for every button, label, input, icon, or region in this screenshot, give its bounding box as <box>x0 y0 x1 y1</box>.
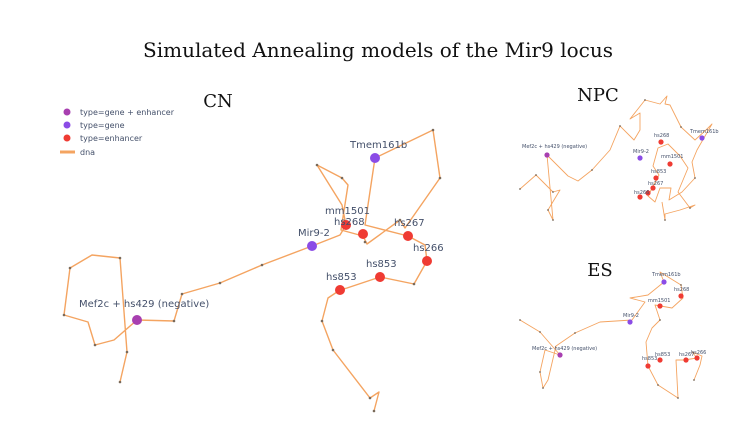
cn-node-hs853a <box>375 272 385 282</box>
es-beads <box>519 284 695 399</box>
legend-label-gene-enhancer: type=gene + enhancer <box>80 108 175 117</box>
legend-marker-enhancer <box>63 134 71 142</box>
es-node-hs266 <box>694 355 700 361</box>
es-label-hs853a: hs853 <box>642 356 657 362</box>
npc-node-mm1501 <box>667 161 673 167</box>
es-node-tmem <box>661 279 667 285</box>
es-node-hs268 <box>678 293 684 299</box>
legend-label-dna: dna <box>80 148 95 157</box>
cn-label-mef2c: Mef2c + hs429 (negative) <box>79 299 209 310</box>
es-node-mef2c <box>557 352 563 358</box>
cn-label-tmem: Tmem161b <box>349 140 407 151</box>
npc-label-mef2c: Mef2c + hs429 (negative) <box>522 144 587 150</box>
es-label-mef2c: Mef2c + hs429 (negative) <box>532 346 597 352</box>
panel-title-cn: CN <box>203 91 233 112</box>
cn-label-hs267: hs267 <box>394 218 425 229</box>
legend-marker-gene-enhancer <box>63 108 71 116</box>
es-label-mir9: Mir9-2 <box>623 313 639 319</box>
npc-label-mm1501: mm1501 <box>661 154 683 160</box>
npc-label-mir9: Mir9-2 <box>633 149 649 155</box>
npc-node-tmem <box>699 135 705 141</box>
legend-label-enhancer: type=enhancer <box>80 134 143 143</box>
npc-label-hs267: hs267 <box>648 181 663 187</box>
cn-label-mir9: Mir9-2 <box>298 228 330 239</box>
es-label-mm1501: mm1501 <box>648 298 670 304</box>
es-label-hs268: hs268 <box>674 287 689 293</box>
npc-beads <box>519 99 696 221</box>
npc-node-mef2c <box>544 152 550 158</box>
cn-node-hs266 <box>422 256 432 266</box>
cn-node-tmem <box>370 153 380 163</box>
npc-node-hs267 <box>650 185 656 191</box>
cn-label-hs268: hs268 <box>334 217 365 228</box>
es-model: Tmem161b hs268 mm1501 Mir9-2 Mef2c + hs4… <box>519 271 706 399</box>
legend-marker-gene <box>63 121 71 129</box>
cn-node-hs268 <box>358 229 368 239</box>
cn-label-hs853b: hs853 <box>326 272 357 283</box>
npc-node-mir9 <box>637 155 643 161</box>
es-label-hs853b: hs853 <box>655 352 670 358</box>
npc-label-tmem: Tmem161b <box>689 129 719 135</box>
cn-label-hs853a: hs853 <box>366 259 397 270</box>
npc-node-extra <box>645 190 651 196</box>
legend-label-gene: type=gene <box>80 121 125 130</box>
cn-node-hs853b <box>335 285 345 295</box>
es-label-hs266: hs266 <box>691 350 706 356</box>
es-node-hs267 <box>683 357 689 363</box>
npc-node-hs266 <box>637 194 643 200</box>
cn-beads <box>62 128 442 413</box>
npc-model: Mef2c + hs429 (negative) Mir9-2 Tmem161b… <box>519 95 719 221</box>
es-label-tmem: Tmem161b <box>651 272 681 278</box>
cn-node-hs267 <box>403 231 413 241</box>
npc-label-hs853: hs853 <box>651 169 666 175</box>
npc-label-hs266: hs266 <box>634 190 649 196</box>
panel-title-es: ES <box>587 260 612 281</box>
es-node-mir9 <box>627 319 633 325</box>
es-node-hs853b <box>657 357 663 363</box>
es-label-hs267: hs267 <box>679 352 694 358</box>
npc-node-hs268 <box>658 139 664 145</box>
es-node-mm1501 <box>657 303 663 309</box>
legend: type=gene + enhancer type=gene type=enha… <box>60 108 175 157</box>
panel-title-npc: NPC <box>577 85 619 106</box>
cn-node-mir9 <box>307 241 317 251</box>
cn-dna-chain <box>63 129 441 412</box>
cn-label-mm1501: mm1501 <box>325 206 370 217</box>
cn-node-mef2c <box>132 315 142 325</box>
npc-node-hs853 <box>653 175 659 181</box>
cn-model: Mef2c + hs429 (negative) Mir9-2 Tmem161b… <box>62 128 444 413</box>
npc-dna-chain <box>519 95 713 221</box>
cn-label-hs266: hs266 <box>413 243 444 254</box>
npc-label-hs268: hs268 <box>654 133 669 139</box>
figure-title: Simulated Annealing models of the Mir9 l… <box>143 38 613 62</box>
es-node-hs853a <box>645 363 651 369</box>
cn-node-mm1501 <box>341 220 351 230</box>
